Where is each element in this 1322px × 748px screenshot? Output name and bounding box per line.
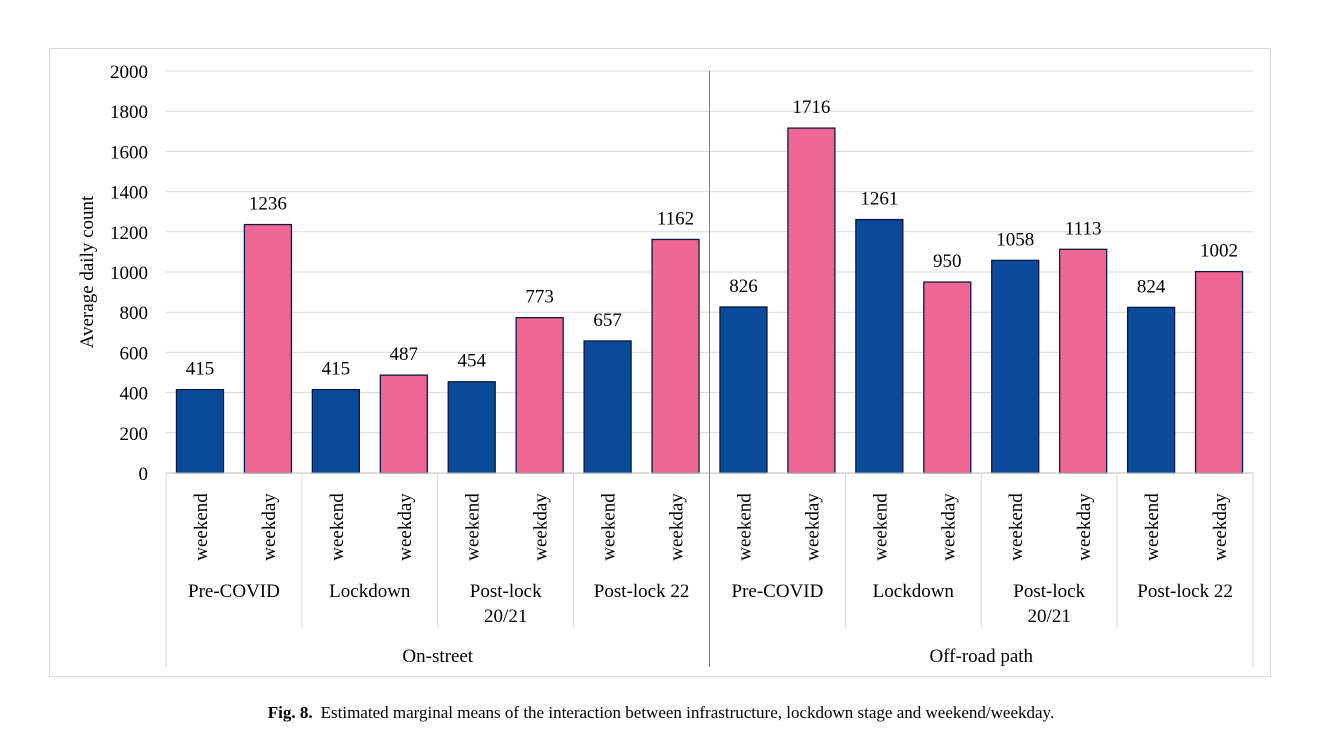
- bar-weekday: [515, 316, 564, 474]
- caption-label: Fig. 8.: [267, 703, 313, 722]
- y-tick-label: 0: [139, 464, 149, 485]
- y-tick-label: 1200: [110, 223, 148, 244]
- bar-value-label: 487: [390, 344, 419, 365]
- bar-weekday: [379, 374, 428, 474]
- y-tick-label: 1400: [110, 183, 148, 204]
- bar-value-label: 1002: [1200, 241, 1238, 262]
- x-infrastructure-label: On-street: [402, 646, 473, 667]
- x-category-label: weekday: [395, 493, 416, 561]
- y-tick-label: 800: [120, 303, 149, 324]
- bar-weekday: [787, 127, 836, 474]
- x-group-label: Pre-COVID: [732, 581, 824, 602]
- y-tick-label: 400: [120, 384, 149, 405]
- y-tick-label: 1000: [110, 263, 148, 284]
- x-group-label: Lockdown: [873, 581, 955, 602]
- x-category-label: weekend: [1142, 493, 1163, 561]
- bar-value-label: 826: [729, 276, 758, 297]
- bar-weekday: [243, 223, 293, 474]
- bar-value-label: 415: [322, 359, 351, 380]
- bar-value-label: 773: [525, 287, 554, 308]
- x-category-label: weekday: [938, 493, 959, 561]
- x-category-label: weekday: [1074, 493, 1095, 561]
- x-group-label: Lockdown: [329, 581, 411, 602]
- bar-value-label: 1716: [792, 97, 830, 118]
- bar-weekend: [1126, 306, 1176, 474]
- bar-weekend: [991, 259, 1040, 474]
- chart-frame: 0 200 400 600 800 1000 1200 1400 1600 1800 2000 Ave…: [49, 48, 1271, 677]
- y-tick-label: 600: [120, 343, 149, 364]
- bar-weekend: [175, 388, 225, 474]
- bar-weekend: [311, 388, 360, 474]
- bar-value-label: 415: [186, 359, 215, 380]
- bar-weekday: [1059, 248, 1108, 474]
- bar-weekday: [1194, 270, 1244, 474]
- y-tick-label: 200: [120, 424, 149, 445]
- bar-value-label: 1113: [1065, 218, 1102, 239]
- x-category-label: weekday: [531, 493, 552, 561]
- bar-value-label: 950: [933, 251, 962, 272]
- bar-value-label: 1058: [996, 229, 1034, 250]
- bar-value-label: 1261: [860, 189, 898, 210]
- bar-value-label: 657: [593, 310, 622, 331]
- figure-caption: Fig. 8. Estimated marginal means of the i…: [0, 703, 1322, 723]
- x-group-label: 20/21: [484, 606, 527, 627]
- x-category-label: weekend: [327, 493, 348, 561]
- x-group-label: Post-lock 22: [1137, 581, 1233, 602]
- bar-value-label: 824: [1137, 276, 1166, 297]
- bar-value-label: 1162: [657, 208, 694, 229]
- bar-weekend: [583, 340, 632, 474]
- bar-weekend: [719, 306, 768, 474]
- x-category-label: weekday: [667, 493, 688, 561]
- x-category-label: weekday: [259, 493, 280, 561]
- bar-value-label: 1236: [249, 194, 287, 215]
- y-tick-label: 1600: [110, 142, 148, 163]
- x-group-label: 20/21: [1028, 606, 1071, 627]
- y-tick-label: 2000: [110, 62, 148, 83]
- bar-weekday: [923, 281, 972, 474]
- x-group-label: Pre-COVID: [188, 581, 280, 602]
- x-group-label: Post-lock: [1013, 581, 1085, 602]
- x-category-label: weekday: [802, 493, 823, 561]
- bar-chart: 0 200 400 600 800 1000 1200 1400 1600 1800 2000 Ave…: [77, 62, 1254, 667]
- bar-value-label: 454: [457, 351, 486, 372]
- x-infrastructure-label: Off-road path: [929, 646, 1033, 667]
- x-category-label: weekend: [191, 493, 212, 561]
- x-category-label: weekend: [870, 493, 891, 561]
- bar-weekend: [447, 381, 496, 474]
- caption-text: Estimated marginal means of the interact…: [320, 703, 1055, 722]
- x-category-label: weekday: [1210, 493, 1231, 561]
- x-category-label: weekend: [1006, 493, 1027, 561]
- bar-weekday: [651, 238, 700, 474]
- x-category-label: weekend: [463, 493, 484, 561]
- x-category-label: weekend: [599, 493, 620, 561]
- y-tick-label: 1800: [110, 102, 148, 123]
- bar-weekend: [855, 218, 904, 474]
- x-group-label: Post-lock 22: [594, 581, 690, 602]
- x-category-label: weekend: [734, 493, 755, 561]
- x-group-label: Post-lock: [470, 581, 542, 602]
- y-axis-label: Average daily count: [77, 195, 98, 348]
